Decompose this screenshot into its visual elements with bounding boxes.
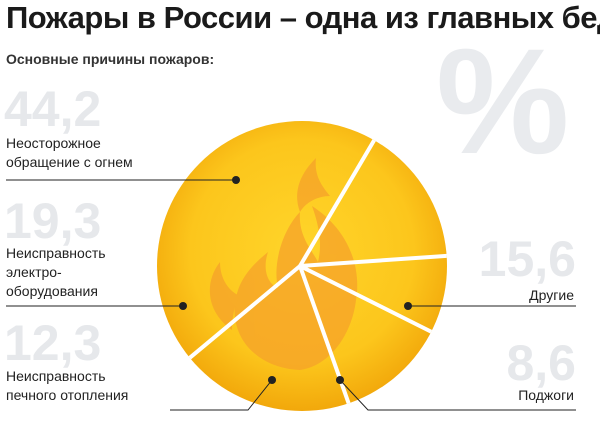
slice-dot-careless-fire (232, 176, 240, 184)
slice-label-other: Другие (529, 287, 574, 303)
value-label-arson: 8,6 (506, 335, 576, 391)
flame-graphic (209, 158, 358, 370)
value-label-stove-heating: 12,3 (4, 315, 102, 371)
slice-dot-arson (336, 376, 344, 384)
slice-label-arson: Поджоги (518, 387, 574, 403)
slice-label-careless-fire: Неосторожное обращение с огнем (6, 135, 133, 170)
slice-label-stove-heating: Неисправность печного отопления (6, 368, 129, 403)
flame-top-icon (297, 158, 330, 212)
value-label-careless-fire: 44,2 (4, 81, 102, 137)
slice-dot-electrical (179, 302, 187, 310)
flame-icon (234, 206, 358, 370)
flame-left-icon (209, 262, 240, 330)
chart-subtitle: Основные причины пожаров: (6, 51, 215, 67)
value-label-electrical: 19,3 (4, 193, 102, 249)
leader-line-stove-heating (170, 379, 273, 411)
percent-sign-watermark: % (436, 17, 570, 185)
value-label-other: 15,6 (478, 231, 576, 287)
slice-label-electrical: Неисправность электро- оборудования (6, 245, 106, 299)
page-title: Пожары в России – одна из главных бед (6, 0, 600, 35)
slice-divider (298, 139, 376, 268)
slice-dot-stove-heating (268, 376, 276, 384)
slice-divider (299, 264, 433, 334)
slice-divider (188, 264, 302, 360)
leader-line-arson (339, 379, 576, 411)
slice-divider (299, 253, 447, 268)
slice-dot-other (404, 302, 412, 310)
